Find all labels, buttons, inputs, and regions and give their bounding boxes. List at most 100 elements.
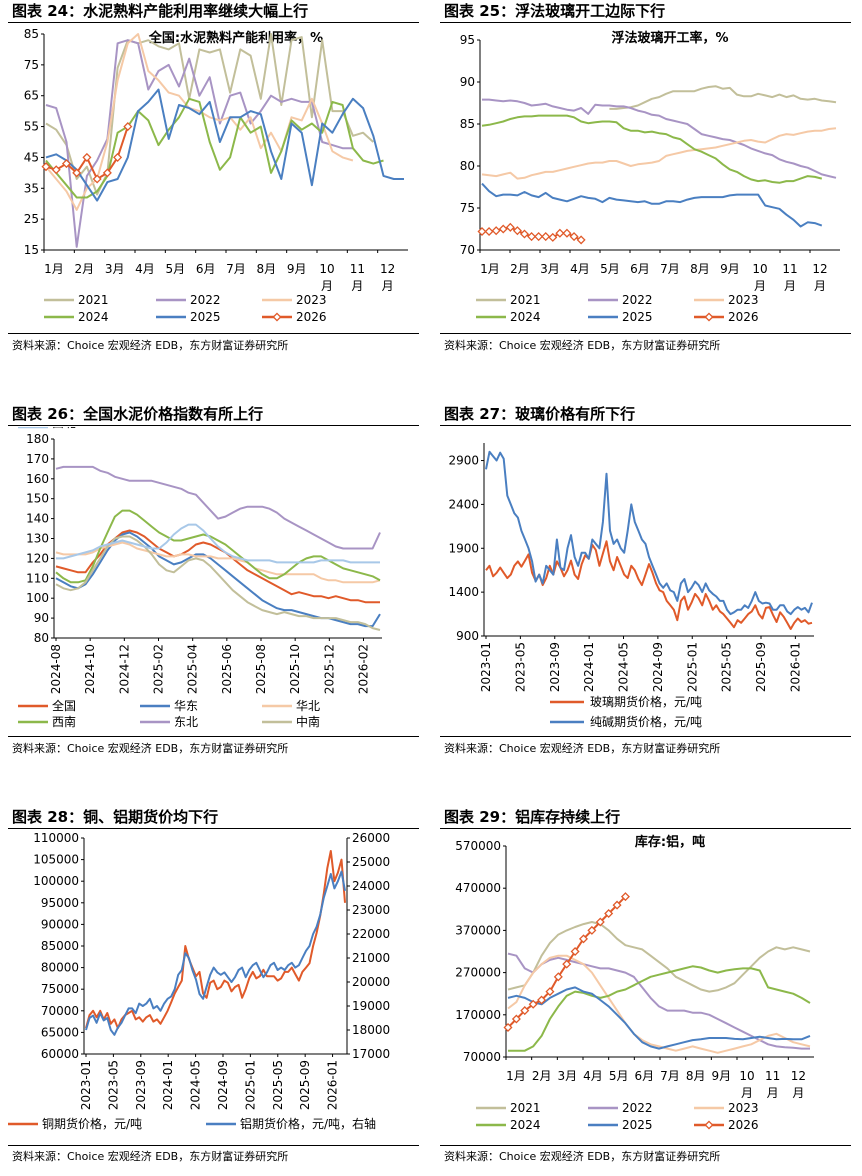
figure-title: 图表 25：浮法玻璃开工边际下行 (444, 2, 666, 20)
x-tick-label: 2025-05 (720, 642, 734, 692)
panel-24: 图表 24：水泥熟料产能利用率继续大幅上行 15 25 35 45 55 65 75 85 1月… (8, 0, 419, 355)
panel-28: 图表 28：铜、铝期货价均下行 60000 65000 70000 75000 8000… (8, 806, 419, 1176)
series-marker-2026 (511, 1014, 521, 1024)
panel-25: 图表 25：浮法玻璃开工边际下行 70 75 80 85 90 95 1月 2月 3月 4月 5月 6… (440, 0, 851, 355)
series-marker-2026 (82, 152, 92, 162)
series-marker-2026 (620, 892, 630, 902)
x-tick-label: 2024-08 (49, 644, 63, 694)
legend-label: 西北 (52, 427, 76, 430)
x-tick-label: 2024-09 (651, 642, 665, 692)
y-tick-label: 75000 (41, 982, 79, 996)
y-tick-label: 100 (26, 591, 49, 605)
y-tick-label: 90 (34, 611, 49, 625)
figure-title: 图表 28：铜、铝期货价均下行 (12, 808, 219, 826)
x-tick-label: 5月 (600, 262, 620, 276)
x-tick-label: 3月 (540, 262, 560, 276)
series-marker-2026 (491, 226, 501, 236)
y-tick-label: 80 (34, 631, 49, 645)
legend-label: 2023 (728, 293, 759, 307)
y-tick-label: 85 (24, 27, 39, 41)
panel-26: 图表 26：全国水泥价格指数有所上行 80 90 100 110 120 130 140 15… (8, 403, 419, 758)
series-marker-2026 (541, 232, 551, 242)
y-tick-label: 55 (24, 120, 39, 134)
series-marker-2026 (569, 232, 579, 242)
series-line-2024 (481, 114, 823, 184)
source-note: 资料来源：Choice 宏观经济 EDB，东方财富证券研究所 (12, 339, 289, 352)
x-tick-label: 6月 (630, 262, 650, 276)
legend-label: 2026 (728, 1118, 759, 1132)
x-tick-label-unit: 月 (767, 1086, 779, 1100)
source-note: 资料来源：Choice 宏观经济 EDB，东方财富证券研究所 (444, 339, 721, 352)
series-line-西南 (55, 509, 381, 584)
y-tick-label: 85000 (41, 939, 79, 953)
series-line-2021 (609, 85, 837, 110)
series-marker-2026 (528, 999, 538, 1009)
y-tick-label: 470000 (455, 881, 501, 895)
y-tick-label: 110 (26, 571, 49, 585)
figure-title: 图表 27：玻璃价格有所下行 (444, 405, 636, 423)
title-rule (440, 828, 851, 829)
y-tick-label: 1900 (448, 541, 479, 555)
x-tick-label: 2025-05 (271, 1060, 285, 1110)
y-tick-label: 45 (24, 150, 39, 164)
y-tick-label: 2400 (448, 497, 479, 511)
series-line-2023 (481, 127, 837, 180)
y-tick-label: 150 (26, 492, 49, 506)
legend-label: 2026 (728, 310, 759, 324)
series-marker-2026 (503, 1022, 513, 1032)
x-tick-label: 6月 (196, 262, 216, 276)
source-note: 资料来源：Choice 宏观经济 EDB，东方财富证券研究所 (444, 1150, 721, 1163)
y-tick-label: 1400 (448, 585, 479, 599)
y-tick-label: 65000 (41, 1025, 79, 1039)
series-line-2022 (507, 952, 810, 1050)
series-line-2021 (45, 33, 374, 196)
y2-tick-label: 17000 (352, 1047, 390, 1061)
chart-inner-title: 浮法玻璃开工率，% (611, 30, 728, 46)
x-tick-label: 8月 (257, 262, 277, 276)
x-tick-label: 8月 (690, 262, 710, 276)
y-tick-label: 75 (460, 201, 475, 215)
title-rule (440, 22, 851, 23)
legend-label: 东北 (174, 715, 198, 729)
series-marker-2026 (484, 227, 494, 237)
x-tick-label: 2025-01 (243, 1060, 257, 1110)
series-line-2025 (481, 182, 823, 228)
x-tick-label: 11 (782, 262, 797, 276)
title-rule (8, 828, 419, 829)
legend-label: 华北 (296, 699, 320, 713)
series-marker-2026 (545, 987, 555, 997)
x-tick-label: 2024-10 (83, 644, 97, 694)
series-line-2022 (45, 39, 353, 248)
y2-tick-label: 24000 (352, 879, 390, 893)
series-marker-2026 (576, 235, 586, 245)
x-tick-label: 2026-02 (357, 644, 371, 694)
x-tick-label-unit: 月 (321, 279, 333, 293)
y-tick-label: 370000 (455, 923, 501, 937)
x-tick-label: 11 (350, 262, 365, 276)
x-tick-label: 12 (380, 262, 395, 276)
y2-tick-label: 23000 (352, 903, 390, 917)
y-tick-label: 60000 (41, 1047, 79, 1061)
x-tick-label: 1月 (480, 262, 500, 276)
x-tick-label: 2月 (532, 1069, 552, 1083)
series-marker-2026 (537, 995, 547, 1005)
series-marker-2026 (555, 228, 565, 238)
legend-label: 2021 (78, 293, 109, 307)
legend-label: 2026 (296, 310, 327, 324)
y2-tick-label: 18000 (352, 1023, 390, 1037)
legend-marker-2026 (272, 312, 282, 322)
legend-label: 2021 (510, 293, 541, 307)
y-tick-label: 160 (26, 472, 49, 486)
y2-tick-label: 19000 (352, 999, 390, 1013)
series-line-铜期货价格-元-吨 (85, 850, 346, 1030)
title-rule (440, 425, 851, 426)
series-marker-2026 (61, 159, 71, 169)
series-line-2022 (482, 98, 837, 179)
x-tick-label: 11 (765, 1069, 780, 1083)
y2-tick-label: 25000 (352, 855, 390, 869)
source-note: 资料来源：Choice 宏观经济 EDB，东方财富证券研究所 (12, 1150, 289, 1163)
x-tick-label: 4月 (135, 262, 155, 276)
x-tick-label: 9月 (712, 1069, 732, 1083)
legend-label: 2021 (510, 1101, 541, 1115)
series-line-东北 (55, 465, 381, 550)
